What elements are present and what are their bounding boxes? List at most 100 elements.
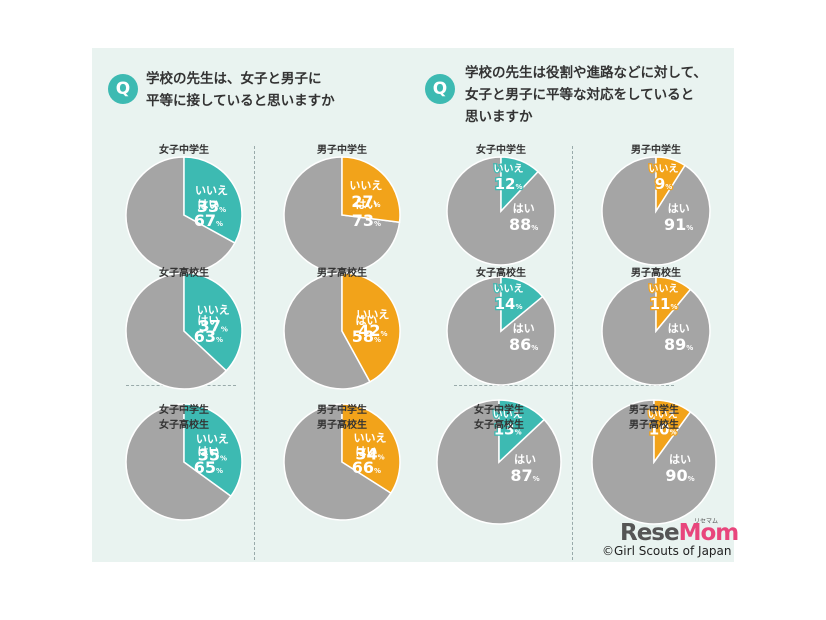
no-value-unit: % bbox=[381, 330, 388, 338]
pie-title-1: 女子中学生 bbox=[124, 143, 244, 158]
yes-label: はい bbox=[668, 202, 690, 215]
question-left: 学校の先生は、女子と男子に 平等に接していると思いますか bbox=[146, 68, 335, 112]
resemom-logo: ReseMom bbox=[620, 520, 739, 546]
yes-value: 65% bbox=[194, 458, 223, 477]
yes-value-number: 91 bbox=[664, 215, 686, 234]
pie-title-3: 女子高校生 bbox=[124, 266, 244, 281]
yes-value-number: 73 bbox=[352, 211, 374, 230]
no-value: 34% bbox=[355, 445, 384, 464]
pie-title-4-line-1: 男子高校生 bbox=[317, 268, 367, 279]
copyright: ©Girl Scouts of Japan bbox=[602, 544, 732, 558]
no-value-number: 35 bbox=[198, 446, 220, 465]
no-value-number: 37 bbox=[199, 316, 221, 335]
no-label: いいえ bbox=[494, 283, 524, 295]
yes-value-unit: % bbox=[688, 475, 695, 483]
no-label: いいえ bbox=[493, 408, 523, 420]
yes-value-unit: % bbox=[531, 224, 538, 232]
yes-slice bbox=[125, 272, 228, 390]
yes-value-unit: % bbox=[374, 336, 381, 344]
question-left-line-1: 学校の先生は、女子と男子に bbox=[146, 71, 322, 87]
yes-value-number: 89 bbox=[664, 335, 686, 354]
yes-slice bbox=[283, 272, 371, 390]
yes-value: 63% bbox=[194, 327, 223, 346]
yes-value-unit: % bbox=[216, 220, 223, 228]
no-label: いいえ bbox=[649, 163, 679, 175]
no-value: 13% bbox=[494, 420, 522, 438]
no-value-unit: % bbox=[515, 183, 522, 191]
pie-title-11-line-2: 女子高校生 bbox=[474, 420, 524, 431]
pie-title-12-line-2: 男子高校生 bbox=[629, 420, 679, 431]
divider-right-vertical bbox=[572, 146, 573, 560]
yes-value: 89% bbox=[664, 335, 693, 354]
divider-left-vertical bbox=[254, 146, 255, 560]
no-slice bbox=[183, 156, 243, 244]
no-value: 37% bbox=[199, 316, 228, 335]
pie-title-10: 男子高校生 bbox=[596, 266, 716, 281]
no-value-unit: % bbox=[670, 428, 677, 436]
yes-value: 86% bbox=[509, 335, 538, 354]
no-value: 10% bbox=[649, 420, 677, 438]
yes-label: はい bbox=[197, 314, 219, 327]
no-value: 27% bbox=[351, 192, 380, 211]
yes-label: はい bbox=[197, 198, 219, 211]
pie-title-5-line-2: 女子高校生 bbox=[159, 420, 209, 431]
yes-slice bbox=[125, 403, 232, 521]
no-value-number: 42 bbox=[358, 321, 380, 340]
no-slice bbox=[655, 276, 692, 334]
yes-value: 87% bbox=[510, 466, 539, 485]
pie-title-9: 女子高校生 bbox=[441, 266, 561, 281]
no-slice bbox=[655, 156, 686, 214]
yes-label: はい bbox=[513, 322, 535, 335]
yes-value-unit: % bbox=[216, 467, 223, 475]
no-slice bbox=[500, 156, 540, 213]
no-value-unit: % bbox=[219, 206, 226, 214]
no-label: いいえ bbox=[353, 432, 386, 445]
question-icon-right: Q bbox=[425, 74, 455, 104]
no-value-unit: % bbox=[378, 454, 385, 462]
no-value-unit: % bbox=[374, 201, 381, 209]
no-value-number: 9 bbox=[655, 175, 665, 193]
yes-value-number: 65 bbox=[194, 458, 216, 477]
no-label: いいえ bbox=[196, 433, 229, 446]
no-value-number: 34 bbox=[355, 445, 377, 464]
no-value-number: 33 bbox=[197, 197, 219, 216]
yes-value-unit: % bbox=[686, 344, 693, 352]
pie-title-6-line-2: 男子高校生 bbox=[317, 420, 367, 431]
pie-title-7: 女子中学生 bbox=[441, 143, 561, 158]
no-value-unit: % bbox=[670, 303, 677, 311]
no-value-unit: % bbox=[220, 455, 227, 463]
no-label: いいえ bbox=[195, 184, 228, 197]
pie-title-4: 男子高校生 bbox=[282, 266, 402, 281]
pie-title-6: 男子中学生男子高校生 bbox=[282, 403, 402, 433]
no-label: いいえ bbox=[649, 283, 679, 295]
yes-value: 88% bbox=[509, 215, 538, 234]
yes-label: はい bbox=[197, 445, 219, 458]
no-value: 42% bbox=[358, 321, 387, 340]
yes-value: 91% bbox=[664, 215, 693, 234]
yes-value: 67% bbox=[194, 211, 223, 230]
no-value: 9% bbox=[655, 175, 672, 193]
no-value: 14% bbox=[495, 295, 523, 313]
yes-value-unit: % bbox=[374, 220, 381, 228]
question-right: 学校の先生は役割や進路などに対して、 女子と男子に平等な対応をしていると 思いま… bbox=[465, 62, 707, 128]
yes-value-unit: % bbox=[216, 336, 223, 344]
no-slice bbox=[183, 272, 243, 372]
no-slice bbox=[183, 403, 243, 498]
yes-value-unit: % bbox=[374, 467, 381, 475]
pie-title-2: 男子中学生 bbox=[282, 143, 402, 158]
pie-title-11: 女子中学生 女子高校生 bbox=[439, 403, 559, 433]
yes-value-number: 90 bbox=[665, 466, 687, 485]
yes-label: はい bbox=[355, 314, 377, 327]
pie-title-1-line-1: 女子中学生 bbox=[159, 145, 209, 156]
no-value: 33% bbox=[197, 197, 226, 216]
divider-right-horizontal bbox=[454, 385, 674, 386]
pie-title-6-line-1: 男子中学生 bbox=[317, 405, 367, 416]
pie-title-5: 女子中学生 女子高校生 bbox=[124, 403, 244, 433]
yes-label: はい bbox=[669, 453, 691, 466]
yes-value-number: 66 bbox=[352, 458, 374, 477]
